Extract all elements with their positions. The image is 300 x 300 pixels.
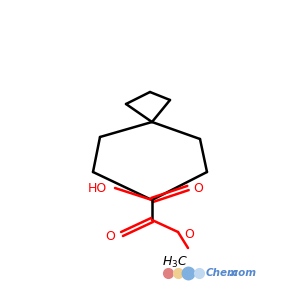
Text: .com: .com [229, 268, 257, 278]
Text: Chem: Chem [206, 268, 239, 278]
Text: O: O [193, 182, 203, 196]
Text: $H_3C$: $H_3C$ [162, 254, 188, 269]
Text: HO: HO [87, 182, 106, 194]
Text: O: O [184, 229, 194, 242]
Text: O: O [105, 230, 115, 244]
